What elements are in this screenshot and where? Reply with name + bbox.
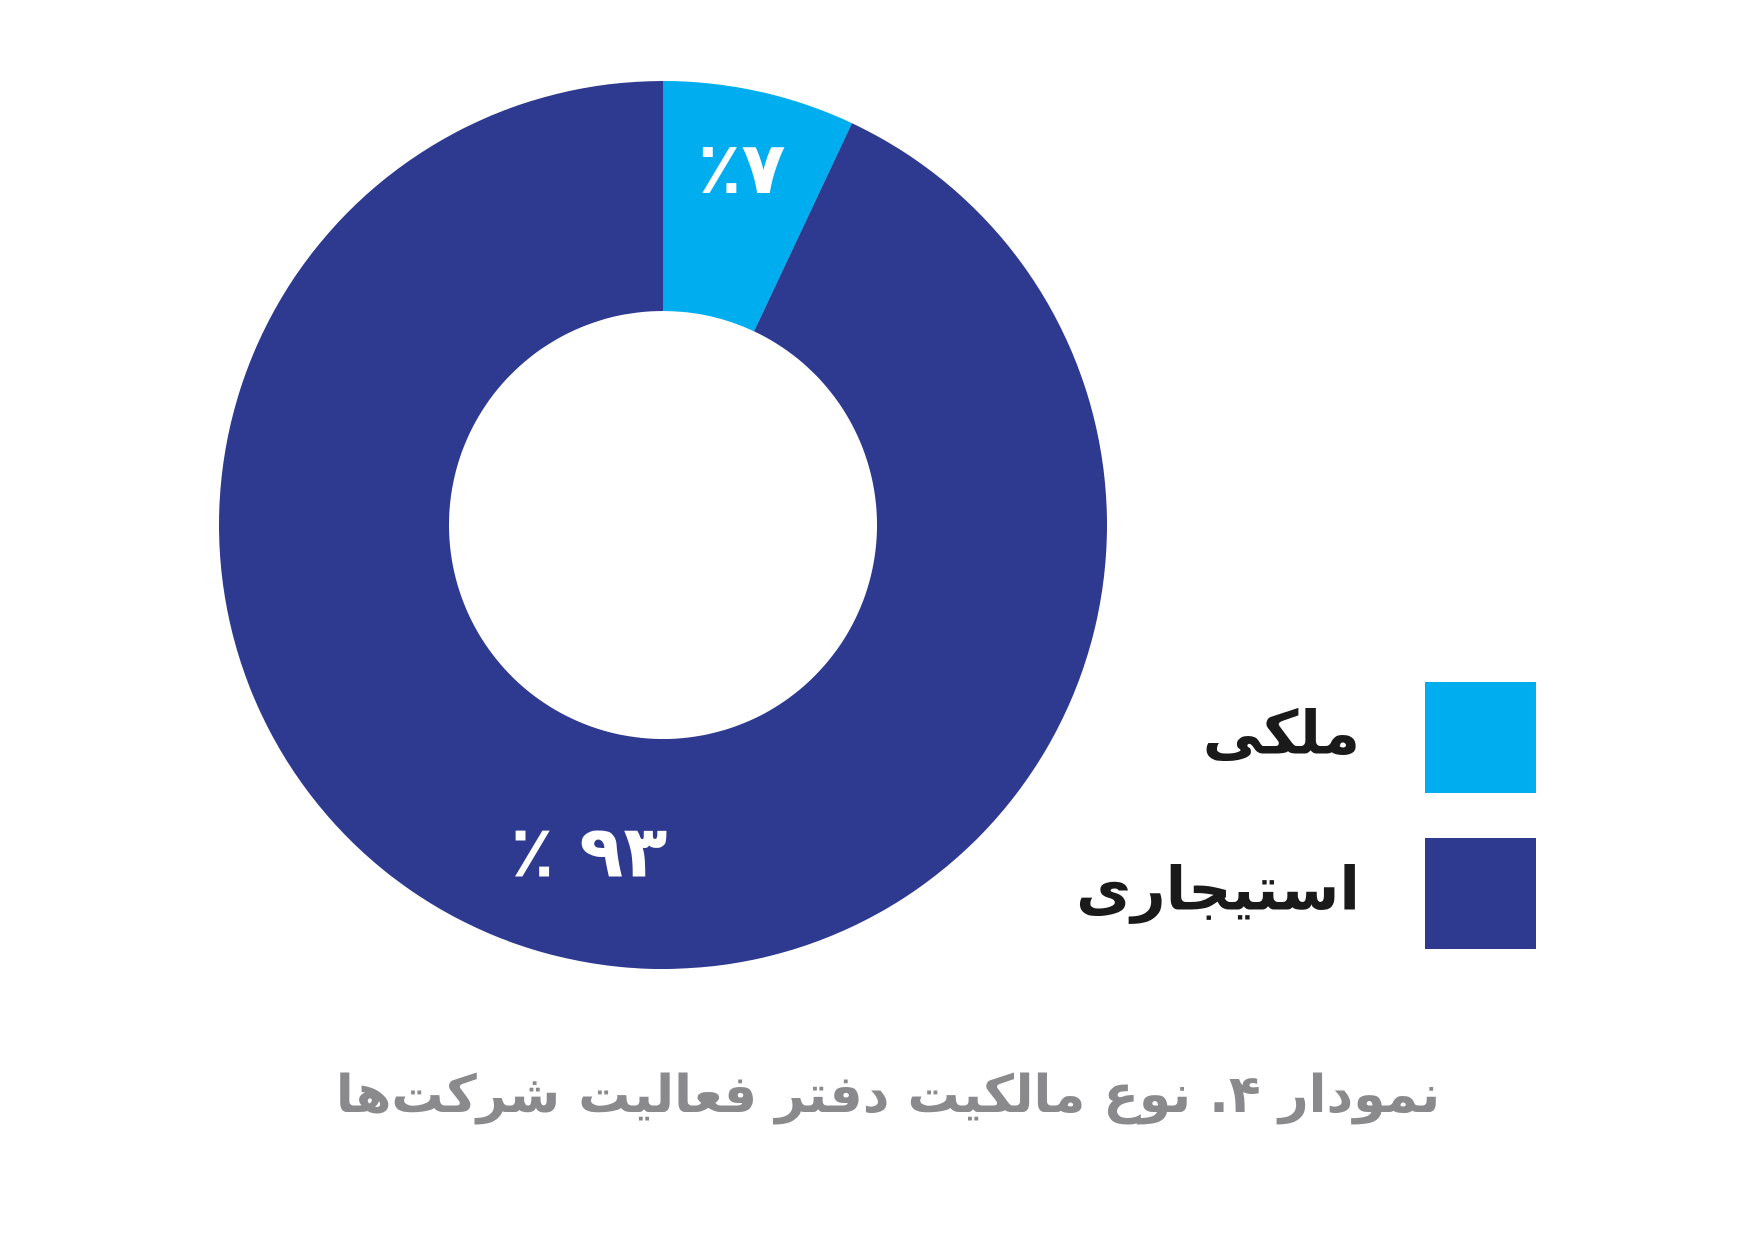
value-label: ٪۷ [698,126,786,210]
chart-title: نمودار ۴. نوع مالکیت دفتر فعالیت شرکت‌ها [336,1065,1440,1125]
legend-swatch [1425,682,1536,793]
value-label: ٪ ۹۳ [510,809,667,893]
legend-label: استیجاری [1076,855,1360,925]
donut-segment [663,81,853,332]
donut-segment [218,81,1108,970]
legend-swatch [1425,838,1536,949]
legend-label: ملکی [1203,699,1360,769]
